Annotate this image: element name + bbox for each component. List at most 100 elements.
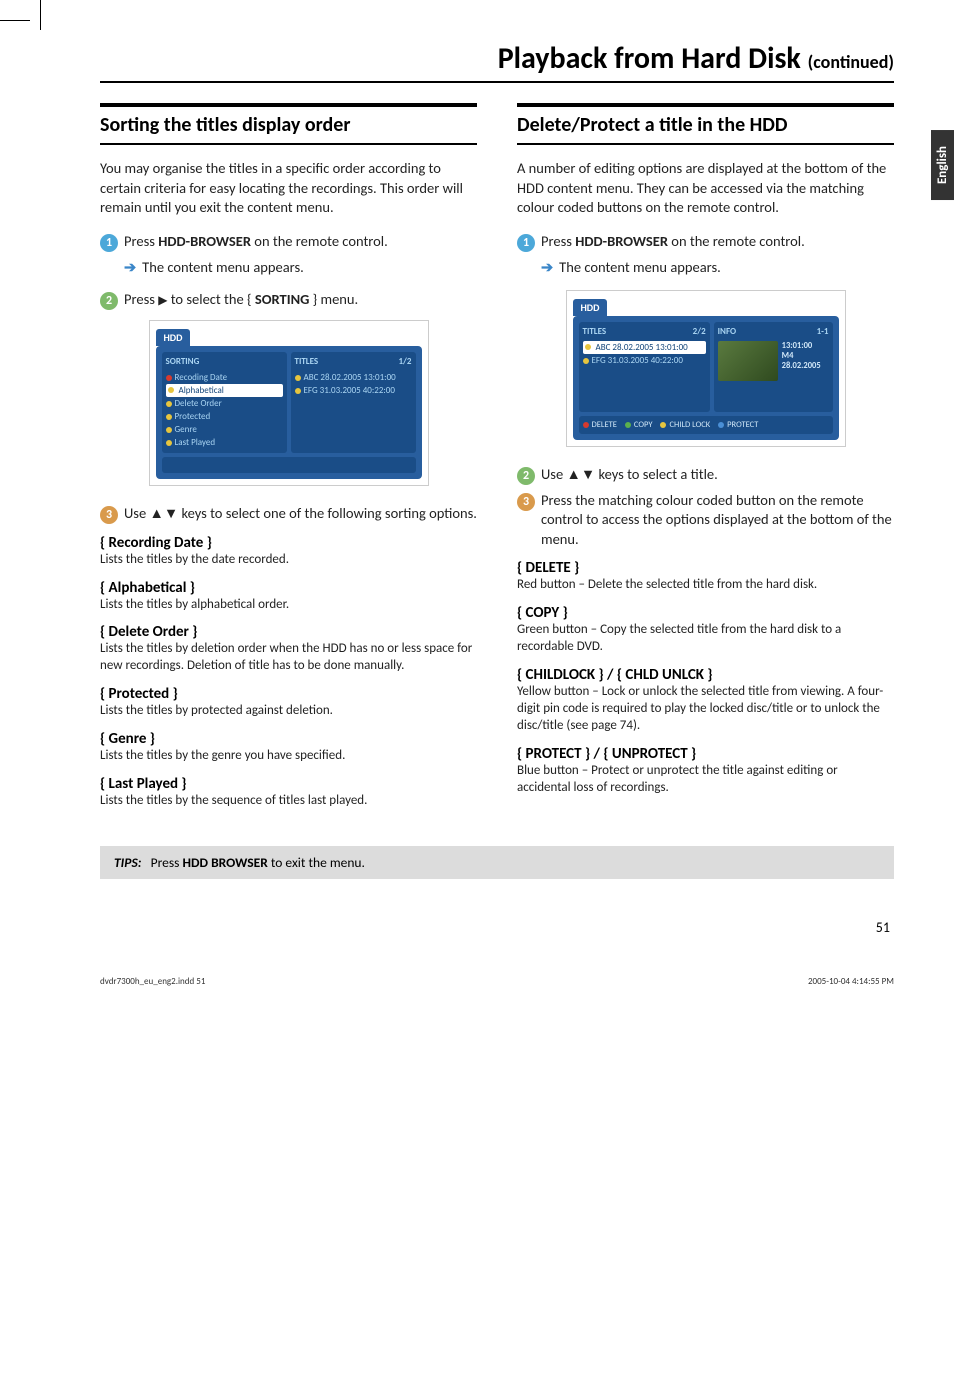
info-text: 13:01:00 M4 28.02.2005	[782, 341, 821, 381]
opt-desc: Lists the titles by the sequence of titl…	[100, 793, 477, 810]
info-pane: INFO 1-1 13:01:00 M4 28.02.2005	[714, 322, 833, 412]
sort-item: Genre	[166, 423, 283, 436]
sorting-pane: SORTING Recoding Date Alphabetical Delet…	[162, 352, 287, 453]
opt-title: { DELETE }	[517, 559, 894, 577]
opt-desc: Lists the titles by deletion order when …	[100, 641, 477, 675]
t: Press	[124, 290, 158, 308]
right-intro: A number of editing options are displaye…	[517, 159, 894, 218]
step-number-3: 3	[100, 506, 118, 524]
language-tab: English	[931, 130, 954, 200]
right-options: { DELETE } Red button – Delete the selec…	[517, 559, 894, 796]
opt-title: { CHILDLOCK } / { CHLD UNLCK }	[517, 666, 894, 684]
footer-right: 2005-10-04 4:14:55 PM	[808, 976, 894, 987]
tips-bar: TIPS: Press HDD BROWSER to exit the menu…	[100, 846, 894, 879]
right-step-1: 1 Press HDD-BROWSER on the remote contro…	[517, 232, 894, 252]
t: 13:01:00	[782, 341, 821, 351]
step-number-3: 3	[517, 493, 535, 511]
step-number-1: 1	[100, 234, 118, 252]
left-sub-1: ➔ The content menu appears.	[124, 258, 477, 276]
title-item-selected: ABC 28.02.2005 13:01:00	[583, 341, 706, 354]
step-1-text: Press HDD-BROWSER on the remote control.	[541, 232, 894, 252]
t: 1-1	[817, 326, 829, 337]
t: SORTING	[166, 356, 200, 367]
left-options: { Recording Date } Lists the titles by t…	[100, 534, 477, 810]
right-heading: Delete/Protect a title in the HDD	[517, 103, 894, 145]
t: to exit the menu.	[268, 854, 365, 871]
t: CHILD LOCK	[669, 420, 710, 430]
left-column: Sorting the titles display order You may…	[100, 103, 477, 816]
t: Press	[151, 854, 183, 871]
t: Press	[124, 232, 158, 250]
t: ABC 28.02.2005 13:01:00	[304, 372, 396, 383]
titles-head: TITLES 2/2	[583, 326, 706, 337]
right-sub-1: ➔ The content menu appears.	[541, 258, 894, 276]
hdd-label: HDD	[573, 299, 608, 316]
left-step-2: 2 Press ▶ to select the { SORTING } menu…	[100, 290, 477, 310]
t: Press	[541, 232, 575, 250]
step-2-text: Press ▶ to select the { SORTING } menu.	[124, 290, 477, 310]
t: on the remote control.	[668, 232, 805, 250]
t: ABC 28.02.2005 13:01:00	[596, 342, 688, 353]
t: 28.02.2005	[782, 361, 821, 371]
footer-left: dvdr7300h_eu_eng2.indd 51	[100, 976, 205, 987]
opt-title: { Delete Order }	[100, 623, 477, 641]
opt-title: { Recording Date }	[100, 534, 477, 552]
opt-desc: Lists the titles by the date recorded.	[100, 552, 477, 569]
right-step-3: 3 Press the matching colour coded button…	[517, 491, 894, 550]
left-step-3: 3 Use ▲▼ keys to select one of the follo…	[100, 504, 477, 524]
opt-desc: Yellow button – Lock or unlock the selec…	[517, 684, 894, 735]
t: HDD BROWSER	[182, 854, 267, 871]
opt-title: { Alphabetical }	[100, 579, 477, 597]
t: PROTECT	[727, 420, 758, 430]
page-title: Playback from Hard Disk (continued)	[100, 40, 894, 83]
left-heading: Sorting the titles display order	[100, 103, 477, 145]
sorting-menu-screenshot: HDD SORTING Recoding Date Alphabetical D…	[149, 320, 429, 486]
left-step-1: 1 Press HDD-BROWSER on the remote contro…	[100, 232, 477, 252]
page-number: 51	[100, 919, 894, 936]
arrow-icon: ➔	[541, 258, 553, 276]
t: HDD-BROWSER	[575, 232, 668, 250]
step-3-text: Press the matching colour coded button o…	[541, 491, 894, 550]
title-item: ABC 28.02.2005 13:01:00	[295, 371, 412, 384]
hdd-label: HDD	[156, 329, 191, 346]
panes-row: TITLES 2/2 ABC 28.02.2005 13:01:00 EFG 3…	[579, 322, 833, 412]
t: The content menu appears.	[559, 258, 721, 276]
tips-label: TIPS:	[114, 854, 141, 871]
t: Alphabetical	[179, 385, 224, 396]
opt-desc: Red button – Delete the selected title f…	[517, 577, 894, 594]
opt-desc: Green button – Copy the selected title f…	[517, 622, 894, 656]
t: TITLES	[295, 356, 319, 367]
step-number-2: 2	[100, 292, 118, 310]
thumbnail	[718, 341, 778, 381]
right-column: Delete/Protect a title in the HDD A numb…	[517, 103, 894, 816]
t: INFO	[718, 326, 736, 337]
footer: dvdr7300h_eu_eng2.indd 51 2005-10-04 4:1…	[0, 956, 954, 997]
t: to select the {	[167, 290, 254, 308]
left-intro: You may organise the titles in a specifi…	[100, 159, 477, 218]
t: } menu.	[309, 290, 358, 308]
t: on the remote control.	[251, 232, 388, 250]
delete-btn: DELETE	[583, 420, 617, 430]
opt-desc: Lists the titles by the genre you have s…	[100, 748, 477, 765]
t: M4	[782, 351, 821, 361]
opt-title: { Last Played }	[100, 775, 477, 793]
t: HDD-BROWSER	[158, 232, 251, 250]
opt-title: { COPY }	[517, 604, 894, 622]
right-step-2: 2 Use ▲▼ keys to select a title.	[517, 465, 894, 485]
sort-item: Delete Order	[166, 397, 283, 410]
color-buttons-strip: DELETE COPY CHILD LOCK PROTECT	[579, 416, 833, 434]
opt-title: { Genre }	[100, 730, 477, 748]
t: TITLES	[583, 326, 607, 337]
titles-pane: TITLES 1/2 ABC 28.02.2005 13:01:00 EFG 3…	[291, 352, 416, 453]
t: DELETE	[592, 420, 617, 430]
panes-row: SORTING Recoding Date Alphabetical Delet…	[162, 352, 416, 453]
t: SORTING	[255, 290, 310, 308]
opt-desc: Lists the titles by alphabetical order.	[100, 597, 477, 614]
sorting-head: SORTING	[166, 356, 283, 367]
t: The content menu appears.	[142, 258, 304, 276]
opt-title: { Protected }	[100, 685, 477, 703]
info-row: 13:01:00 M4 28.02.2005	[718, 341, 829, 381]
title-continued: (continued)	[808, 51, 894, 73]
titles-pane: TITLES 2/2 ABC 28.02.2005 13:01:00 EFG 3…	[579, 322, 710, 412]
sort-item-selected: Alphabetical	[166, 384, 283, 397]
